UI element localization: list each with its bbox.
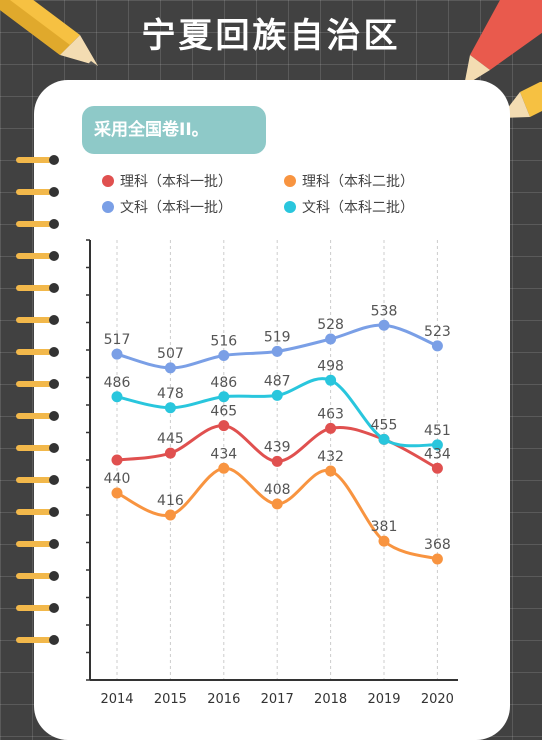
data-label: 517 [104,332,131,348]
x-tick-label: 2017 [261,692,294,707]
x-tick-label: 2018 [314,692,347,707]
data-point [111,487,123,499]
data-label: 451 [424,423,451,439]
data-label: 528 [317,317,344,333]
data-point [431,553,443,565]
data-label: 368 [424,537,451,553]
data-point [378,433,390,445]
data-point [271,389,283,401]
legend-marker [102,201,114,213]
data-point [164,447,176,459]
data-label: 516 [210,334,237,350]
data-label: 434 [210,446,237,462]
ring [16,539,59,549]
x-tick-label: 2014 [100,692,133,707]
data-label: 440 [104,471,131,487]
data-label: 486 [210,375,237,391]
data-label: 381 [371,519,398,535]
data-point [271,345,283,357]
ring [16,283,59,293]
data-label: 486 [104,375,131,391]
data-label: 487 [264,373,291,389]
data-point [378,319,390,331]
data-label: 519 [264,329,291,345]
x-tick-label: 2020 [421,692,454,707]
data-label: 478 [157,386,184,402]
ring [16,507,59,517]
data-label: 416 [157,493,184,509]
data-point [325,422,337,434]
data-point [325,333,337,345]
data-point [111,348,123,360]
data-label: 432 [317,449,344,465]
data-point [218,391,230,403]
data-point [218,420,230,432]
ring [16,187,59,197]
x-tick-label: 2019 [367,692,400,707]
ring [16,251,59,261]
data-point [378,535,390,547]
x-tick-label: 2015 [154,692,187,707]
line-chart: 2014 2015 2016 2017 2018 2019 2020 517 507 516 519… [86,174,458,707]
data-label: 439 [264,439,291,455]
data-label: 445 [157,431,184,447]
ring [16,347,59,357]
pencil-left-icon [0,0,98,66]
data-point [431,462,443,474]
ring [16,571,59,581]
data-point [164,509,176,521]
page-title: 宁夏回族自治区 [141,16,401,56]
x-tick-label: 2016 [207,692,240,707]
data-point [431,340,443,352]
data-point [218,350,230,361]
legend-label: 理科（本科二批） [302,174,414,190]
legend-label: 文科（本科一批） [120,200,232,216]
data-point [325,374,337,386]
ring [16,379,59,389]
data-point [164,362,176,374]
data-label: 465 [210,404,237,420]
data-label: 538 [371,303,398,319]
legend-marker [284,175,296,187]
note-tag: 采用全国卷II。 [82,106,266,154]
ring [16,219,59,229]
data-point [111,391,123,403]
data-label: 498 [317,358,344,374]
data-point [218,462,230,474]
data-label: 463 [317,406,344,422]
legend-label: 文科（本科二批） [302,200,414,216]
ring [16,315,59,325]
data-label: 523 [424,324,451,340]
legend-marker [284,201,296,213]
notebook-rings [16,155,59,645]
data-point [325,465,337,477]
ring [16,603,59,613]
ring [16,155,59,165]
ring [16,443,59,453]
data-point [164,402,176,414]
ring [16,475,59,485]
ring [16,635,59,645]
data-point [271,455,283,467]
notebook-card [34,80,510,740]
data-label: 507 [157,346,184,362]
data-label: 455 [371,417,398,433]
legend-marker [102,175,114,187]
data-point [111,454,123,466]
data-point [271,498,283,510]
data-label: 408 [264,482,291,498]
data-label: 434 [424,446,451,462]
ring [16,411,59,421]
data-point [431,439,443,451]
legend-label: 理科（本科一批） [120,174,232,190]
